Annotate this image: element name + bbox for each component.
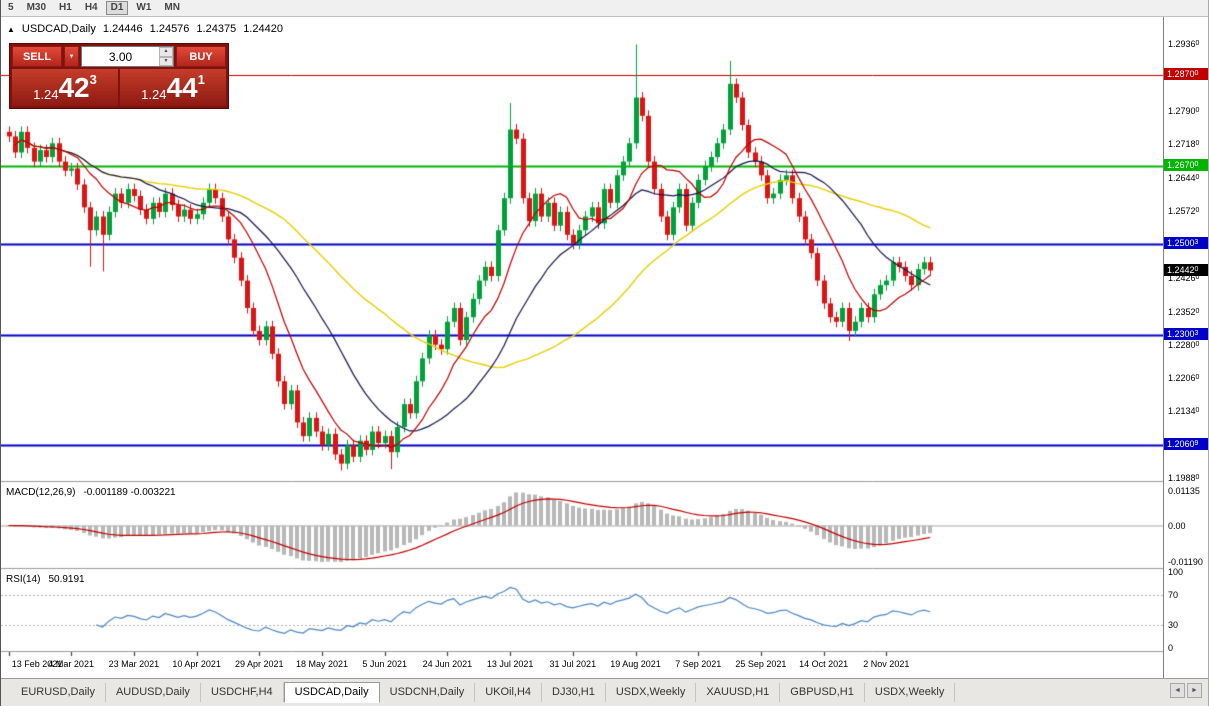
price-axis[interactable]: 1.29360 1.27900 1.27180 1.26440 1.25720 1.242… [1163,17,1208,678]
chart-canvas[interactable] [1,0,1163,678]
timeframe-w1[interactable]: W1 [131,1,156,15]
level-price-box: 1.28700 [1164,67,1208,80]
timeframe-m30[interactable]: M30 [22,1,51,15]
ohlc-low: 1.24375 [196,23,237,35]
date-label: 2 Nov 2021 [863,659,910,669]
sell-button[interactable]: SELL [12,46,62,67]
macd-values: -0.001189 -0.003221 [83,487,176,498]
time-axis[interactable]: 13 Feb 2021 4 Mar 2021 23 Mar 2021 10 Apr 2… [1,652,1163,678]
date-label: 13 Jul 2021 [486,659,534,669]
volume-up-button[interactable]: ▲ [159,47,173,57]
timeframe-d1[interactable]: D1 [105,1,129,15]
tab-usdx-weekly[interactable]: USDX,Weekly [606,683,697,702]
tab-audusd-daily[interactable]: AUDUSD,Daily [106,683,201,702]
date-label: 24 Jun 2021 [422,659,473,669]
tab-ukoil-h4[interactable]: UKOil,H4 [475,683,543,702]
ask-price[interactable]: 1.24 44 1 [120,69,226,106]
price-tick: 1.21340 [1168,406,1200,417]
date-label: 18 May 2021 [295,659,349,669]
level-price-box: 1.20609 [1164,437,1208,450]
timeframe-h4[interactable]: H4 [80,1,103,15]
tab-usdcad-daily[interactable]: USDCAD,Daily [283,682,380,703]
tabs-scroll-right-icon[interactable]: ► [1187,683,1202,698]
ask-small-digits: 1.24 [141,87,167,102]
date-label: 19 Aug 2021 [610,659,661,669]
volume-control: ▲ ▼ [81,46,174,67]
tab-usdchf-h4[interactable]: USDCHF,H4 [201,683,284,702]
timeframe-toolbar: 5 M30 H1 H4 D1 W1 MN [1,0,1208,17]
date-label: 29 Apr 2021 [235,659,284,669]
date-label: 23 Mar 2021 [108,659,160,669]
rsi-indicator-label: RSI(14) 50.9191 [6,574,85,585]
macd-tick: -0.01190 [1168,557,1203,567]
bid-big-digits: 42 [58,71,90,103]
date-label: 4 Mar 2021 [48,659,94,669]
ask-big-digits: 44 [166,71,198,103]
ohlc-close: 1.24420 [243,23,283,35]
chevron-down-icon[interactable]: ▼ [64,46,79,67]
tab-dj30-h1[interactable]: DJ30,H1 [542,683,606,702]
date-label: 5 Jun 2021 [362,659,407,669]
symbol-triangle-icon: ▲ [7,24,15,34]
price-tick: 1.29360 [1168,39,1200,50]
tab-xauusd-h1[interactable]: XAUUSD,H1 [696,683,781,702]
volume-down-button[interactable]: ▼ [159,56,173,66]
date-label: 7 Sep 2021 [675,659,722,669]
timeframe-h1[interactable]: H1 [54,1,77,15]
chart-ohlc-header: ▲ USDCAD,Daily 1.24446 1.24576 1.24375 1… [7,23,283,35]
bid-pip-digit: 3 [89,72,97,87]
rsi-name: RSI(14) [6,574,41,585]
rsi-tick: 0 [1168,643,1174,653]
price-tick: 1.26440 [1168,173,1200,184]
date-label: 31 Jul 2021 [549,659,597,669]
ohlc-high: 1.24576 [149,23,190,35]
timeframe-mn[interactable]: MN [159,1,185,15]
macd-indicator-label: MACD(12,26,9) -0.001189 -0.003221 [6,487,176,498]
level-price-box: 1.25003 [1164,236,1208,249]
level-price-box: 1.23003 [1164,328,1208,341]
rsi-tick: 100 [1168,567,1184,577]
tab-usdx-weekly[interactable]: USDX,Weekly [865,683,956,702]
timeframe-5[interactable]: 5 [3,1,19,15]
date-label: 14 Oct 2021 [799,659,849,669]
rsi-tick: 70 [1168,589,1179,600]
ohlc-open: 1.24446 [102,23,143,35]
bid-small-digits: 1.24 [33,87,59,102]
date-label: 13 Feb 2021 [11,659,63,669]
price-tick: 1.27180 [1168,139,1200,150]
tab-gbpusd-h1[interactable]: GBPUSD,H1 [780,683,865,702]
level-price-box: 1.26700 [1164,159,1208,172]
date-label: 10 Apr 2021 [172,659,221,669]
tabs-scroll-left-icon[interactable]: ◄ [1170,683,1185,698]
price-tick: 1.19880 [1168,473,1200,484]
rsi-tick: 30 [1168,620,1179,631]
macd-tick: 0.00 [1168,520,1186,531]
tab-usdcnh-daily[interactable]: USDCNH,Daily [380,683,476,702]
symbol-label: USDCAD,Daily [21,23,96,35]
volume-input[interactable] [82,47,159,66]
ask-pip-digit: 1 [197,72,205,87]
price-tick: 1.27900 [1168,106,1200,117]
chart-tabs-bar: EURUSD,Daily AUDUSD,Daily USDCHF,H4 USDCAD,… [1,678,1208,706]
price-tick: 1.22060 [1168,373,1200,384]
macd-name: MACD(12,26,9) [6,487,76,498]
price-tick: 1.24260 [1168,272,1200,283]
tab-eurusd-daily[interactable]: EURUSD,Daily [11,683,106,702]
macd-tick: 0.01135 [1168,485,1200,496]
bid-price[interactable]: 1.24 42 3 [12,69,118,106]
price-tick: 1.23520 [1168,306,1200,317]
buy-button[interactable]: BUY [176,46,226,67]
rsi-value: 50.9191 [48,574,85,585]
price-tick: 1.25720 [1168,206,1200,217]
price-tick: 1.22800 [1168,339,1200,350]
date-label: 25 Sep 2021 [735,659,787,669]
current-price-box: 1.24420 [1164,263,1208,276]
